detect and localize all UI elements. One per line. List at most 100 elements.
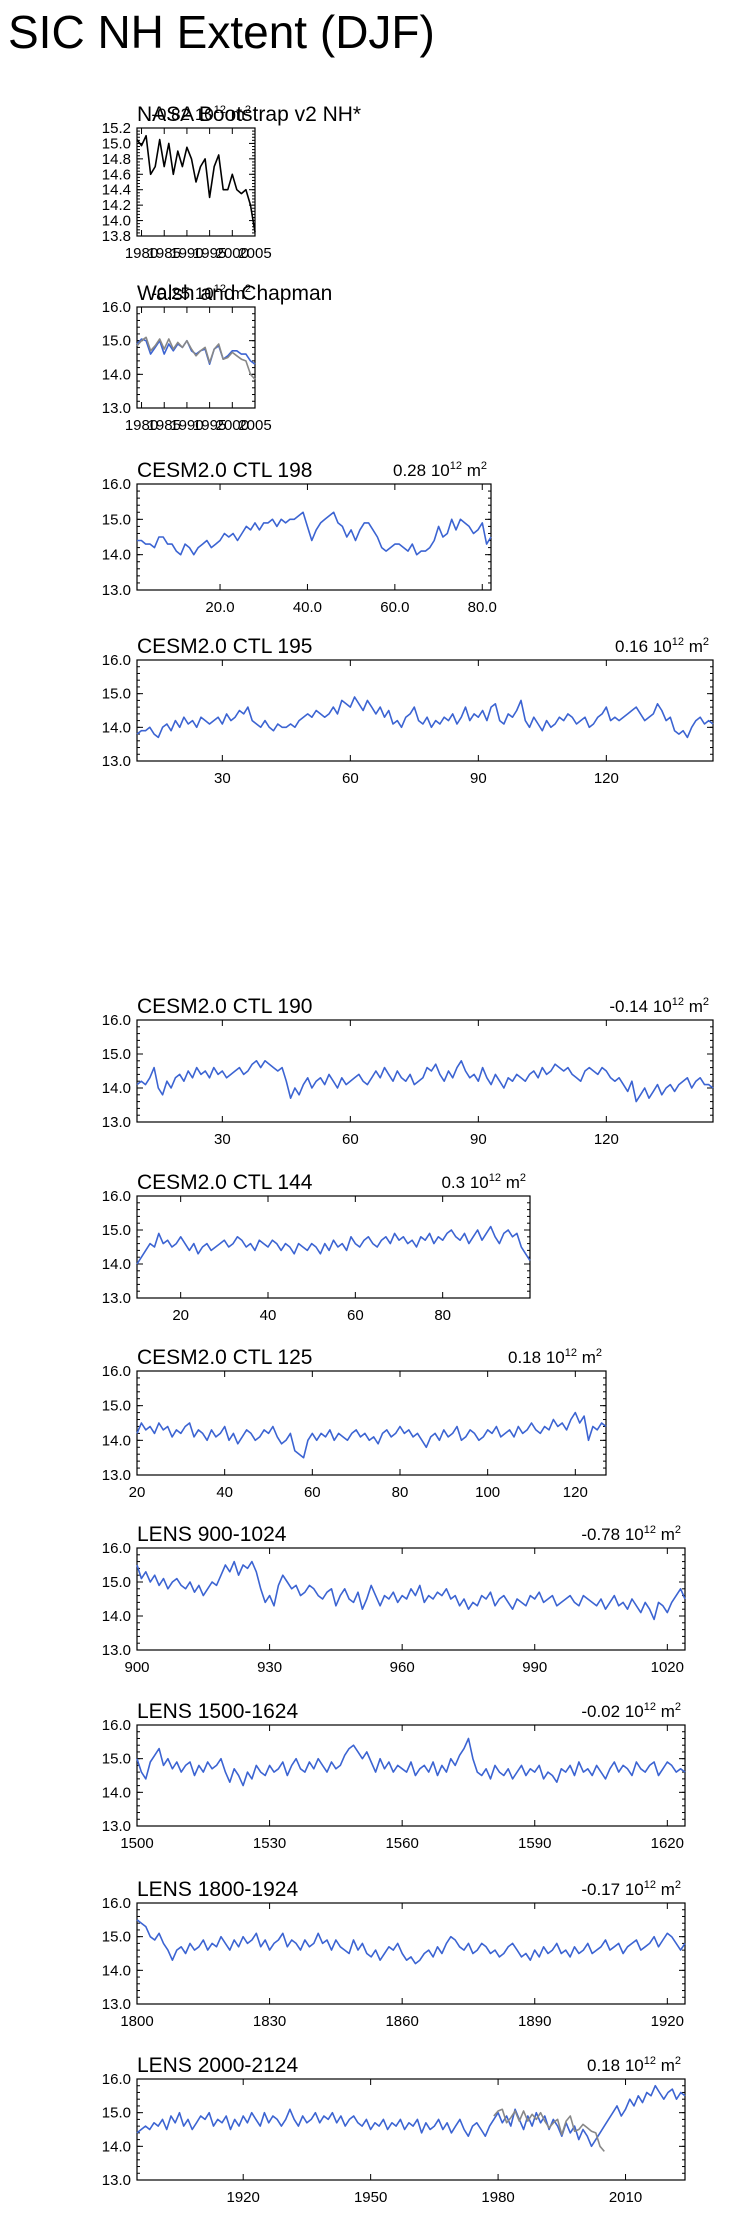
trend-unit: m (656, 1880, 675, 1899)
y-tick-label: 16.0 (102, 1188, 131, 1205)
series-line-0 (136, 696, 714, 739)
x-tick-label: 40 (216, 1484, 233, 1501)
y-tick-label: 15.0 (102, 511, 131, 528)
x-tick-label: 1920 (227, 2189, 260, 2206)
panel-title: CESM2.0 CTL 190 (137, 995, 312, 1018)
series-line-0 (136, 1225, 531, 1265)
x-tick-label: 60 (347, 1307, 364, 1324)
panel-trend: -0.82 1012 m2 (151, 104, 251, 124)
x-tick-label: 20.0 (205, 599, 234, 616)
y-tick-label: 14.4 (102, 182, 131, 199)
panels: NASA Bootstrap v2 NH*-0.82 1012 m213.814… (102, 103, 714, 2206)
trend-value: 0.3 (441, 1173, 465, 1192)
panel-title: CESM2.0 CTL 125 (137, 1346, 312, 1369)
trend-unit: m (684, 997, 703, 1016)
trend-unit-exponent: 2 (245, 283, 251, 295)
trend-unit-exponent: 2 (675, 1524, 681, 1536)
y-tick-label: 16.0 (102, 1363, 131, 1380)
trend-value: -0.78 (581, 1525, 620, 1544)
plot-frame (136, 1370, 607, 1476)
trend-exponent: 12 (450, 460, 462, 472)
panel-trend: 0.28 1012 m2 (393, 460, 487, 480)
x-tick-label: 1920 (651, 2013, 684, 2030)
y-tick-label: 16.0 (102, 1717, 131, 1734)
trend-value: -0.14 (609, 997, 648, 1016)
x-tick-label: 1985 (148, 417, 181, 434)
x-tick-label: 1500 (120, 1835, 153, 1852)
y-tick-label: 15.0 (102, 1929, 131, 1946)
trend-value: 0.18 (508, 1348, 541, 1367)
x-tick-label: 60 (304, 1484, 321, 1501)
trend-exponent: 12 (644, 1879, 656, 1891)
x-tick-label: 120 (563, 1484, 588, 1501)
trend-value: 0.28 (393, 461, 426, 480)
y-tick-label: 13.0 (102, 1114, 131, 1131)
panel-title: LENS 1800-1924 (137, 1878, 298, 1901)
plot-frame (136, 1019, 714, 1123)
series-line-0 (136, 1737, 686, 1787)
y-tick-label: 13.0 (102, 1996, 131, 2013)
x-tick-label: 990 (522, 1659, 547, 1676)
plot-frame (136, 127, 256, 237)
x-tick-label: 2000 (216, 417, 249, 434)
trend-value: -0.25 (151, 284, 190, 303)
x-tick-label: 120 (594, 1131, 619, 1148)
x-tick-label: 1950 (354, 2189, 387, 2206)
x-tick-label: 80.0 (468, 599, 497, 616)
trend-base: 10 (648, 637, 672, 656)
panel-1: Walsh and Chapman-0.25 1012 m2 13.0 14.0 15… (102, 282, 333, 434)
x-tick-label: 40.0 (293, 599, 322, 616)
y-tick-label: 13.0 (102, 582, 131, 599)
panel-0: NASA Bootstrap v2 NH*-0.82 1012 m213.814… (102, 103, 361, 262)
x-tick-label: 930 (257, 1659, 282, 1676)
trend-unit-exponent: 2 (481, 460, 487, 472)
y-tick-label: 14.8 (102, 151, 131, 168)
trend-unit-exponent: 2 (675, 1701, 681, 1713)
trend-unit: m (656, 2056, 675, 2075)
y-tick-label: 15.0 (102, 135, 131, 152)
y-tick-label: 15.0 (102, 2105, 131, 2122)
y-tick-label: 14.0 (102, 1256, 131, 1273)
x-tick-label: 1020 (651, 1659, 684, 1676)
trend-unit: m (656, 1525, 675, 1544)
panel-title: LENS 900-1024 (137, 1523, 287, 1546)
panel-8: LENS 1500-1624 -0.02 1012 m2 13.0 14.0 15.0 1… (102, 1700, 686, 1852)
trend-exponent: 12 (644, 2055, 656, 2067)
trend-exponent: 12 (672, 996, 684, 1008)
panel-title: CESM2.0 CTL 195 (137, 635, 312, 658)
plot-frame (136, 2078, 686, 2181)
series-line-0 (136, 1919, 686, 1965)
x-tick-label: 80 (392, 1484, 409, 1501)
x-tick-label: 1980 (481, 2189, 514, 2206)
trend-base: 10 (648, 997, 672, 1016)
y-tick-label: 14.0 (102, 1962, 131, 1979)
y-tick-label: 16.0 (102, 652, 131, 669)
trend-unit: m (577, 1348, 596, 1367)
trend-exponent: 12 (214, 104, 226, 116)
plot-frame (136, 1195, 531, 1299)
x-tick-label: 1995 (193, 245, 226, 262)
x-tick-label: 1990 (170, 245, 203, 262)
y-tick-label: 13.0 (102, 1642, 131, 1659)
trend-unit: m (462, 461, 481, 480)
panel-trend: -0.17 1012 m2 (581, 1879, 681, 1899)
trend-unit-exponent: 2 (520, 1172, 526, 1184)
plot-frame (136, 659, 714, 762)
y-tick-label: 15.0 (102, 333, 131, 350)
y-tick-label: 14.0 (102, 366, 131, 383)
trend-base: 10 (426, 461, 450, 480)
trend-unit-exponent: 2 (245, 104, 251, 116)
trend-value: -0.02 (581, 1702, 620, 1721)
panel-trend: -0.25 1012 m2 (151, 283, 251, 303)
panel-9: LENS 1800-1924 -0.17 1012 m2 13.0 14.0 15.0 1… (102, 1878, 686, 2030)
x-tick-label: 2005 (238, 245, 271, 262)
series-line-0 (136, 1560, 686, 1621)
y-tick-label: 13.0 (102, 753, 131, 770)
y-tick-label: 13.0 (102, 1818, 131, 1835)
trend-exponent: 12 (644, 1524, 656, 1536)
y-tick-label: 16.0 (102, 2071, 131, 2088)
x-tick-label: 1800 (120, 2013, 153, 2030)
x-tick-label: 40 (260, 1307, 277, 1324)
y-tick-label: 16.0 (102, 299, 131, 316)
